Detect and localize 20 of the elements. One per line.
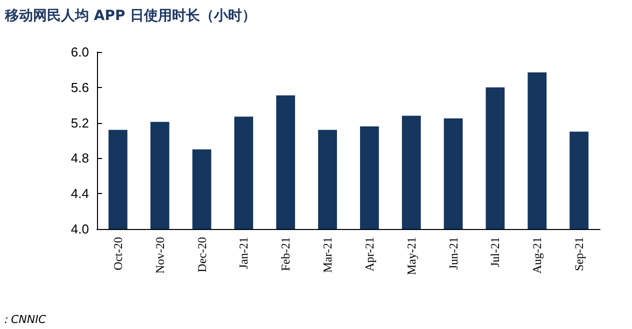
y-tick-label: 4.8 <box>70 150 89 166</box>
x-tick-label: Feb-21 <box>278 237 293 271</box>
x-tick-label: Sep-21 <box>572 237 586 271</box>
x-tick-label: Mar-21 <box>320 237 335 273</box>
x-tick-label: Oct-20 <box>110 237 125 270</box>
x-tick-label: Jul-21 <box>488 237 502 267</box>
chart-title: 移动网民人均 APP 日使用时长（小时） <box>4 8 256 24</box>
x-tick-label: Jun-21 <box>446 237 460 270</box>
x-tick-label: Apr-21 <box>362 237 376 272</box>
y-tick-label: 5.6 <box>70 80 89 95</box>
y-tick-label: 4.0 <box>70 222 89 236</box>
y-tick-label: 6.0 <box>70 44 89 60</box>
x-tick-label: Nov-20 <box>152 237 167 274</box>
y-tick-label: 5.2 <box>70 115 89 130</box>
y-tick-label: 4.4 <box>70 186 89 202</box>
x-tick-label: Dec-20 <box>194 237 209 272</box>
x-tick-label: Jan-21 <box>236 237 251 269</box>
x-tick-label: Aug-21 <box>530 237 544 274</box>
text: ：CNNIC <box>0 313 46 326</box>
x-tick-label: May-21 <box>404 237 418 275</box>
